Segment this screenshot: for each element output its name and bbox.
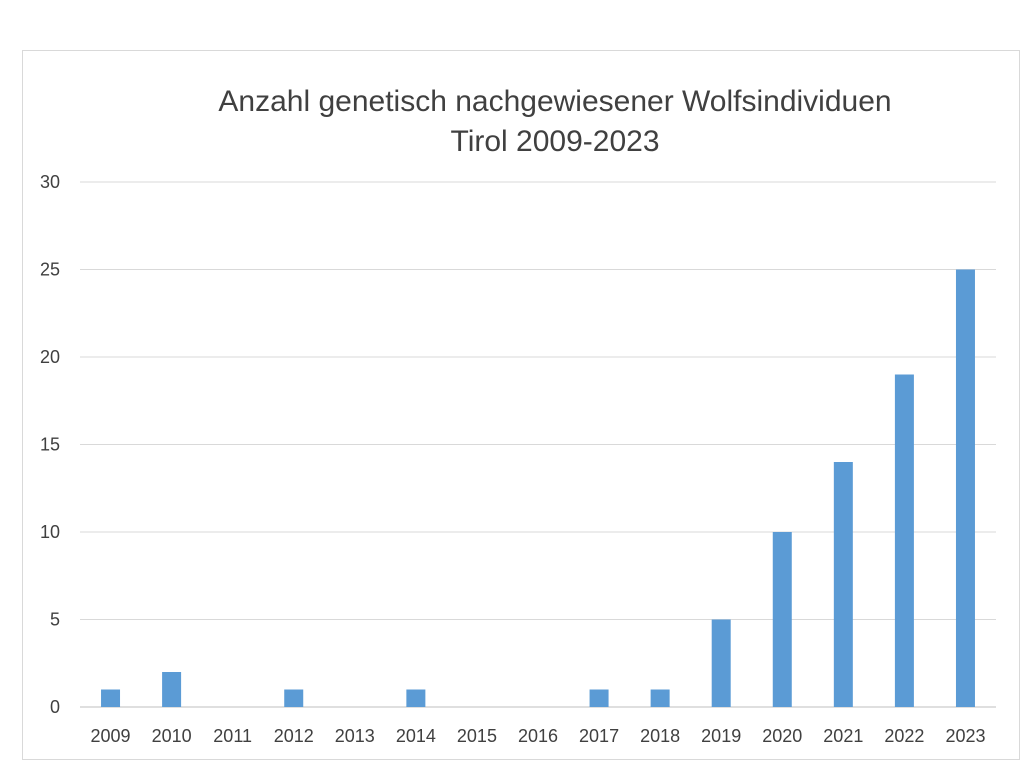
chart-subtitle: Tirol 2009-2023	[450, 125, 660, 158]
x-tick-label: 2020	[762, 726, 802, 746]
bar	[711, 619, 731, 707]
y-tick-label: 0	[50, 697, 60, 717]
chart-title-block: Anzahl genetisch nachgewiesener Wolfsind…	[0, 82, 1024, 162]
y-tick-label: 30	[40, 172, 60, 192]
bar	[406, 689, 426, 707]
bar	[101, 689, 121, 707]
bar	[162, 672, 182, 707]
y-tick-label: 5	[50, 610, 60, 630]
x-tick-label: 2021	[823, 726, 863, 746]
x-tick-label: 2019	[701, 726, 741, 746]
bar	[650, 689, 670, 707]
bar	[772, 532, 792, 707]
bar	[284, 689, 304, 707]
bar	[955, 269, 975, 707]
x-tick-label: 2022	[884, 726, 924, 746]
x-tick-label: 2009	[91, 726, 131, 746]
x-tick-label: 2018	[640, 726, 680, 746]
chart-frame	[22, 50, 1020, 760]
y-tick-label: 15	[40, 435, 60, 455]
x-tick-label: 2011	[213, 726, 252, 746]
x-tick-label: 2015	[457, 726, 497, 746]
x-tick-label: 2017	[579, 726, 619, 746]
bar	[589, 689, 609, 707]
y-tick-label: 25	[40, 260, 60, 280]
x-tick-label: 2014	[396, 726, 436, 746]
y-tick-label: 20	[40, 347, 60, 367]
x-tick-label: 2023	[945, 726, 985, 746]
x-tick-label: 2016	[518, 726, 558, 746]
x-tick-label: 2013	[335, 726, 375, 746]
y-tick-label: 10	[40, 522, 60, 542]
chart-title: Anzahl genetisch nachgewiesener Wolfsind…	[218, 85, 892, 118]
bar	[833, 462, 853, 707]
x-tick-label: 2010	[152, 726, 192, 746]
x-tick-label: 2012	[274, 726, 314, 746]
bar	[894, 374, 914, 707]
